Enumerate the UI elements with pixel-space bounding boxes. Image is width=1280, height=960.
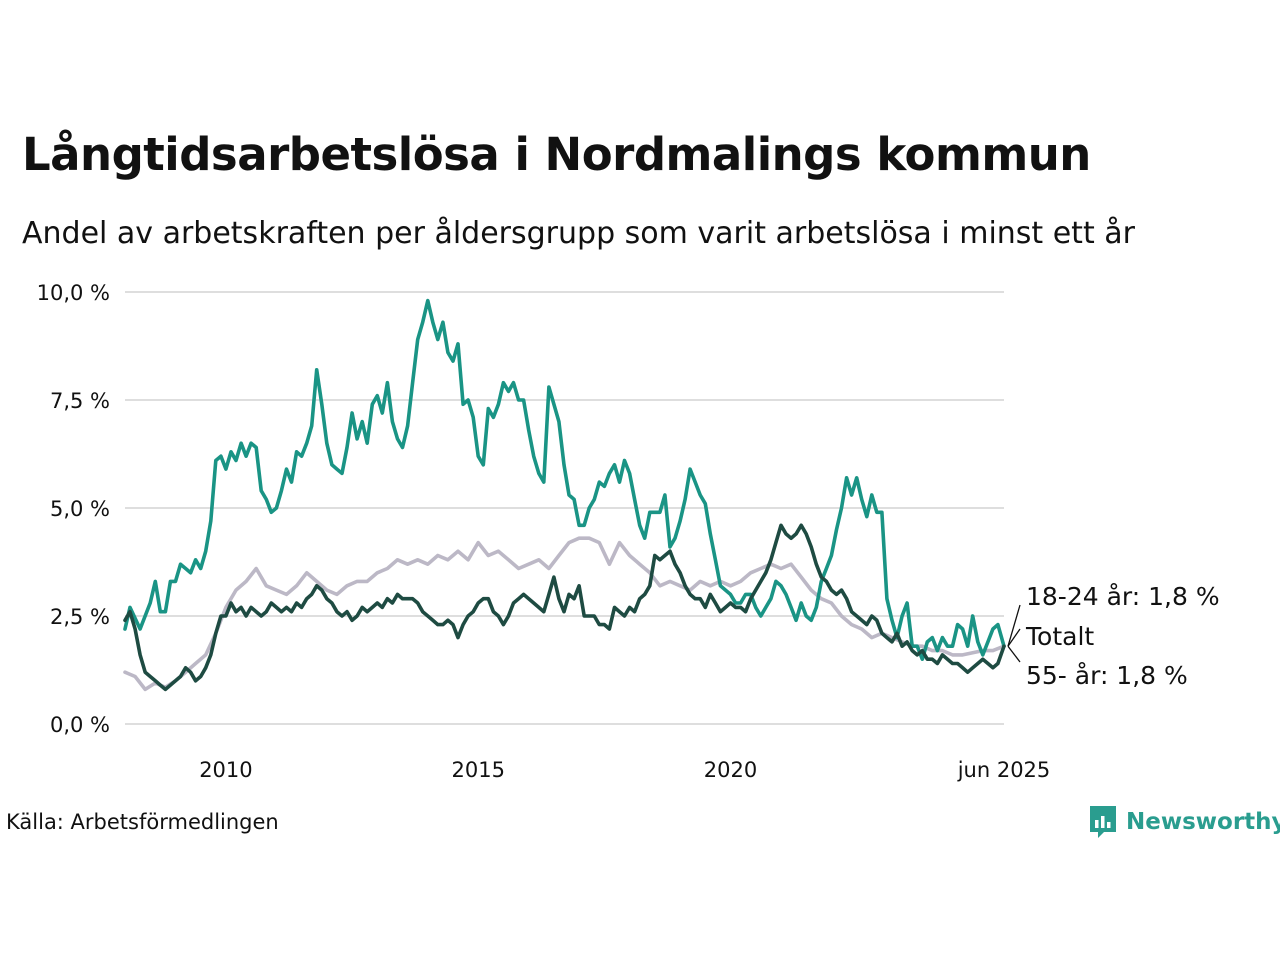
x-axis-ticks: 2010 2015 2020 jun 2025	[199, 758, 1050, 782]
series-line-total	[123, 536, 1006, 692]
chart-title: Långtidsarbetslösa i Nordmalings kommun	[22, 128, 1091, 181]
series-line-senior	[123, 523, 1006, 692]
y-tick-label: 2,5 %	[50, 605, 110, 629]
leader-line-total	[1007, 628, 1021, 647]
newsworthy-logo-icon	[1090, 806, 1116, 838]
y-tick-label: 10,0 %	[37, 281, 110, 305]
x-tick-label: 2010	[199, 758, 252, 782]
end-labels: 18-24 år: 1,8 % Totalt 55- år: 1,8 %	[1007, 582, 1220, 690]
end-label-senior: 55- år: 1,8 %	[1026, 661, 1188, 690]
newsworthy-logo[interactable]: Newsworthy	[1088, 804, 1280, 840]
leader-line-youth	[1007, 604, 1021, 647]
end-label-youth: 18-24 år: 1,8 %	[1026, 582, 1220, 611]
y-tick-label: 7,5 %	[50, 389, 110, 413]
x-tick-label: 2020	[704, 758, 757, 782]
data-series	[123, 298, 1006, 692]
chart-subtitle: Andel av arbetskraften per åldersgrupp s…	[22, 216, 1135, 251]
x-tick-label: 2015	[451, 758, 504, 782]
x-tick-label: jun 2025	[957, 758, 1051, 782]
end-label-total: Totalt	[1025, 622, 1094, 651]
leader-line-senior	[1007, 645, 1021, 663]
y-tick-label: 0,0 %	[50, 713, 110, 737]
newsworthy-logo-text: Newsworthy	[1126, 809, 1280, 835]
line-chart: 0,0 % 2,5 % 5,0 % 7,5 % 10,0 % 2010 2015 2020 j…	[37, 281, 1220, 782]
source-note: Källa: Arbetsförmedlingen	[6, 810, 279, 834]
y-tick-label: 5,0 %	[50, 497, 110, 521]
grid-lines	[125, 291, 1004, 725]
series-line-youth	[123, 298, 1006, 661]
y-axis-ticks: 0,0 % 2,5 % 5,0 % 7,5 % 10,0 %	[37, 281, 110, 737]
